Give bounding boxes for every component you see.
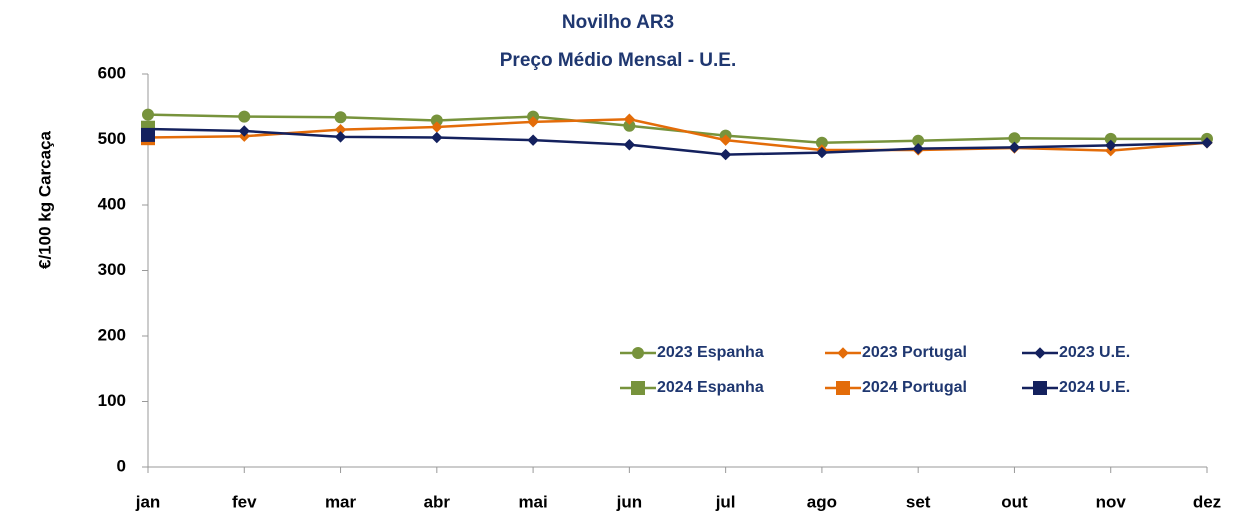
x-tick-label: set [906,492,931,511]
marker [334,131,347,143]
x-tick-label: ago [807,492,837,511]
marker [141,127,155,142]
marker [334,111,347,124]
legend-label: 2024 Portugal [862,379,967,396]
x-tick-label: jan [135,492,161,511]
marker [912,142,924,155]
x-tick-label: mai [518,492,547,511]
x-tick-label: dez [1193,492,1221,511]
line [147,127,1208,156]
x-tick-label: mar [325,492,357,511]
y-tick-label: 300 [98,260,126,279]
y-tick-label: 200 [98,325,126,344]
legend-label: 2024 U.E. [1059,379,1130,396]
marker [527,134,539,146]
legend-marker [632,347,644,359]
marker [238,125,250,137]
y-axis-label: €/100 kg Carcaça [35,130,54,269]
x-tick-label: out [1001,492,1028,511]
y-tick-label: 600 [98,63,126,82]
marker [142,108,154,121]
x-tick-label: fev [232,492,257,511]
x-tick-label: abr [424,492,451,511]
marker [1105,139,1117,152]
marker [623,139,636,151]
chart-title: Novilho AR3 [562,12,674,33]
y-tick-label: 0 [117,456,126,475]
line [147,117,1208,152]
legend-marker [837,347,849,359]
y-tick-label: 100 [98,391,126,410]
legend-marker [631,381,645,395]
marker [816,146,828,159]
legend-label: 2023 Portugal [862,344,967,361]
marker [1201,137,1213,149]
marker [431,131,443,144]
marker [719,134,732,146]
x-tick-label: jul [715,492,736,511]
marker [238,110,251,123]
marker [527,116,539,128]
legend-label: 2023 Espanha [657,344,764,361]
marker [719,148,732,161]
marker [623,113,636,125]
legend-marker [836,381,850,395]
x-tick-label: jun [616,492,643,511]
legend-marker [1034,347,1046,359]
marker [1008,141,1021,154]
legend-label: 2023 U.E. [1059,344,1130,361]
legend-marker [1033,381,1047,395]
legend-label: 2024 Espanha [657,379,764,396]
y-tick-label: 500 [98,129,126,148]
chart-subtitle: Preço Médio Mensal - U.E. [500,50,737,71]
y-tick-label: 400 [98,194,126,213]
x-tick-label: nov [1096,492,1127,511]
